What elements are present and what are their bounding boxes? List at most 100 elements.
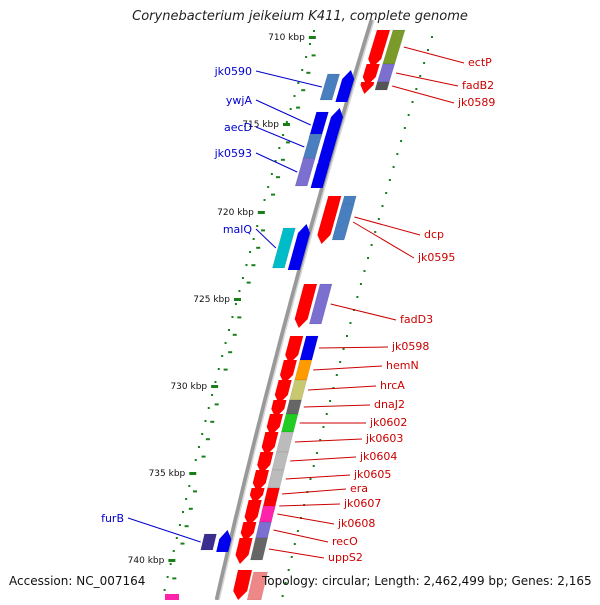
reverse-cds-arrow	[240, 522, 257, 542]
inner-guide-dot	[197, 446, 200, 448]
minor-tick	[232, 333, 237, 336]
minor-tick	[296, 106, 301, 109]
inner-guide-dot	[166, 576, 169, 578]
reverse-cds-arrow	[271, 400, 287, 418]
inner-guide-dot	[241, 277, 244, 279]
reverse-gene-block	[285, 399, 302, 415]
forward-gene-block	[200, 533, 217, 551]
outer-guide-dot	[392, 166, 395, 168]
forward-gene-label: aecD	[224, 121, 252, 134]
inner-guide-dot	[201, 433, 204, 435]
reverse-cds-arrow	[294, 284, 317, 328]
reverse-gene-label: hrcA	[380, 379, 405, 392]
inner-guide-dot	[234, 303, 237, 305]
scale-tick-label: 735 kbp	[149, 469, 186, 479]
scale-tick	[257, 211, 265, 214]
reverse-leader-line	[290, 456, 357, 462]
outer-guide-dot	[388, 179, 391, 181]
reverse-gene-label: uppS2	[328, 551, 363, 564]
scale-tick	[308, 36, 316, 39]
reverse-leader-line	[403, 46, 465, 64]
genome-backbone-highlight	[218, 19, 375, 601]
forward-leader-line	[255, 126, 305, 148]
reverse-leader-line	[303, 404, 371, 408]
outer-guide-dot	[287, 569, 290, 571]
reverse-cds-arrow	[274, 380, 292, 404]
inner-guide-dot	[221, 355, 224, 357]
reverse-gene-block	[264, 487, 280, 501]
inner-guide-dot	[169, 563, 172, 565]
minor-tick	[275, 176, 280, 179]
inner-guide-dot	[227, 329, 230, 331]
scale-tick-label: 740 kbp	[128, 556, 165, 566]
forward-cds-arrow	[310, 154, 330, 188]
inner-guide-dot	[309, 43, 312, 45]
minor-tick	[256, 246, 261, 249]
reverse-gene-label: era	[350, 482, 368, 495]
outer-guide-dot	[329, 400, 332, 402]
reverse-gene-label: jk0604	[359, 450, 397, 463]
scale-tick	[168, 559, 176, 562]
minor-tick	[228, 351, 233, 354]
outer-guide-dot	[315, 452, 318, 454]
inner-guide-dot	[267, 186, 270, 188]
reverse-gene-block	[267, 469, 285, 489]
reverse-gene-block	[294, 359, 313, 381]
forward-cds-arrow	[335, 70, 355, 102]
reverse-cds-arrow	[285, 336, 304, 364]
reverse-cds-arrow	[360, 82, 375, 94]
inner-guide-dot	[285, 121, 288, 123]
reverse-gene-block	[289, 379, 308, 401]
minor-tick	[237, 316, 242, 319]
forward-leader-line	[255, 70, 322, 88]
reverse-gene-label: jk0607	[343, 497, 381, 510]
outer-guide-dot	[359, 283, 362, 285]
inner-guide-dot	[249, 251, 252, 253]
reverse-gene-label: dcp	[424, 228, 444, 241]
minor-tick	[172, 577, 177, 580]
outer-guide-dot	[367, 257, 370, 259]
reverse-gene-label: hemN	[386, 359, 419, 372]
reverse-gene-label: jk0589	[457, 96, 495, 109]
reverse-gene-block	[281, 413, 299, 433]
inner-guide-dot	[305, 56, 308, 58]
reverse-leader-line	[277, 513, 335, 525]
forward-gene-label: jk0590	[214, 65, 252, 78]
inner-guide-dot	[231, 316, 234, 318]
genome-backbone	[214, 19, 375, 601]
reverse-gene-label: dnaJ2	[374, 398, 405, 411]
reverse-gene-block	[250, 537, 268, 561]
forward-cds-arrow	[216, 530, 232, 552]
reverse-leader-line	[294, 438, 363, 443]
inner-guide-dot	[178, 524, 181, 526]
reverse-leader-line	[354, 216, 421, 236]
inner-guide-dot	[188, 485, 191, 487]
reverse-gene-block	[276, 431, 294, 453]
outer-guide-dot	[385, 192, 388, 194]
forward-gene-label: furB	[101, 512, 124, 525]
forward-gene-block	[272, 227, 296, 269]
minor-tick	[184, 525, 189, 528]
outer-guide-dot	[342, 348, 345, 350]
inner-guide-dot	[270, 173, 273, 175]
minor-tick	[301, 89, 306, 92]
reverse-cds-arrow	[368, 30, 390, 68]
accession-text: Accession: NC_007164	[9, 574, 146, 588]
inner-guide-dot	[175, 537, 178, 539]
inner-guide-dot	[224, 342, 227, 344]
reverse-leader-line	[318, 346, 389, 349]
outer-guide-dot	[309, 478, 312, 480]
outer-guide-dot	[284, 582, 287, 584]
forward-cds-arrow	[324, 108, 343, 140]
scale-tick-label: 715 kbp	[242, 120, 279, 130]
inner-guide-dot	[312, 30, 315, 32]
minor-tick	[261, 229, 266, 232]
reverse-leader-line	[308, 385, 377, 391]
outer-guide-dot	[312, 465, 315, 467]
inner-guide-dot	[185, 498, 188, 500]
outer-guide-dot	[396, 153, 399, 155]
outer-guide-dot	[427, 49, 430, 51]
inner-guide-dot	[282, 134, 285, 136]
